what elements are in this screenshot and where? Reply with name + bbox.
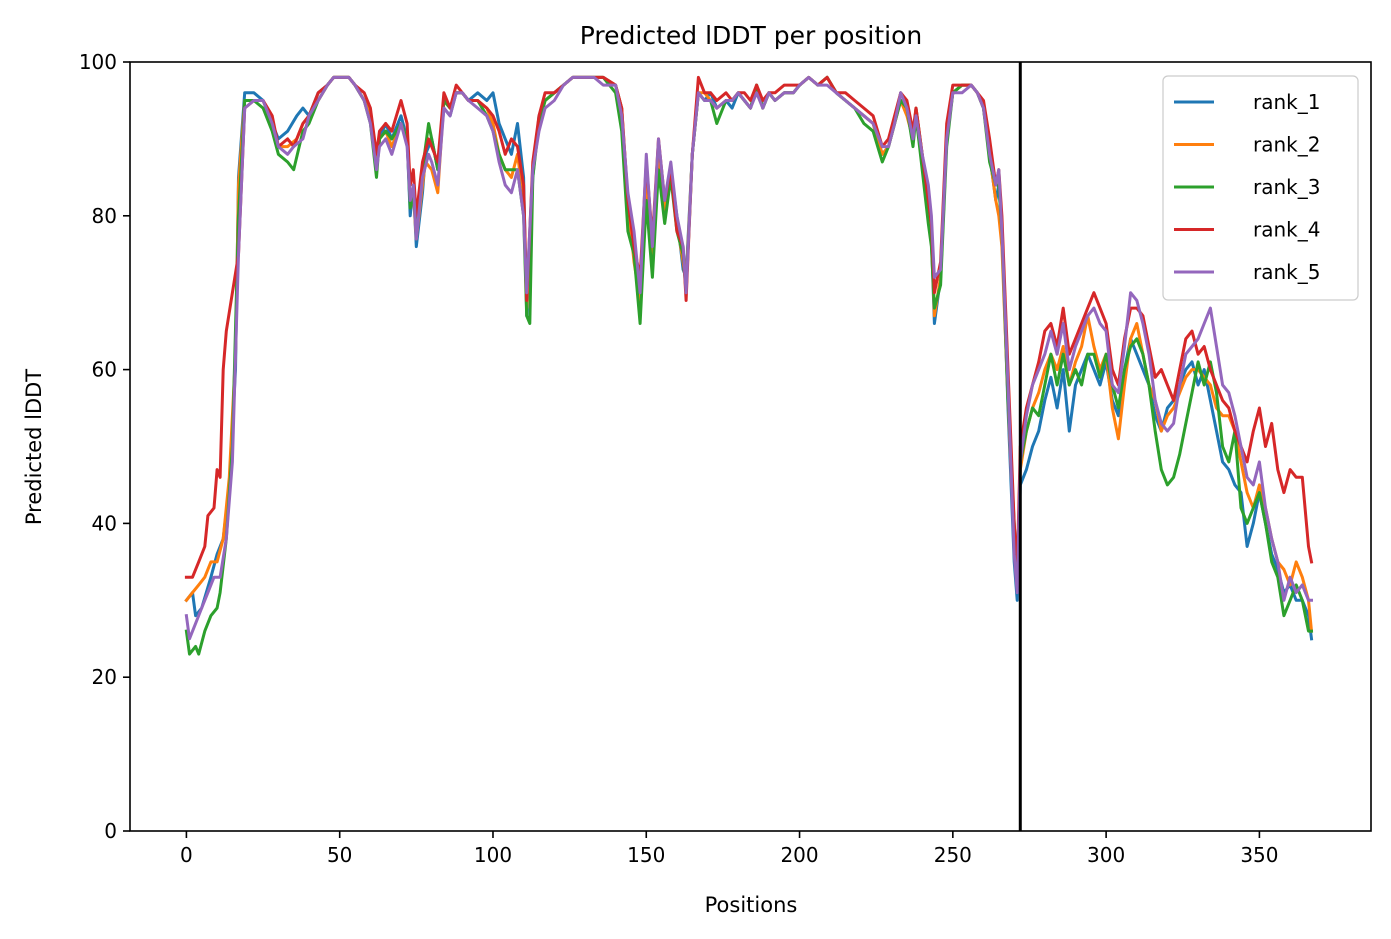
- x-axis-ticks: 0 50 100 150 200 250 300 350: [180, 831, 1279, 867]
- y-tick-label: 20: [92, 665, 117, 689]
- x-axis-label: Positions: [705, 893, 798, 917]
- x-tick-label: 150: [627, 843, 665, 867]
- y-tick-label: 60: [92, 358, 117, 382]
- series-lines: [184, 75, 1314, 656]
- x-tick-label: 0: [180, 843, 193, 867]
- legend-label-rank-5: rank_5: [1253, 260, 1320, 284]
- legend-frame: [1162, 75, 1359, 301]
- x-tick-label: 300: [1087, 843, 1125, 867]
- series-line-rank-4: [184, 75, 1314, 579]
- legend-label-rank-1: rank_1: [1253, 90, 1320, 114]
- x-tick-label: 250: [934, 843, 972, 867]
- x-tick-label: 350: [1240, 843, 1278, 867]
- x-tick-label: 200: [780, 843, 818, 867]
- y-tick-label: 100: [79, 50, 117, 74]
- y-tick-label: 40: [92, 511, 117, 535]
- chart-title: Predicted lDDT per position: [580, 21, 922, 50]
- x-tick-label: 50: [327, 843, 352, 867]
- y-axis-ticks: 0 20 40 60 80 100: [79, 50, 130, 843]
- x-tick-label: 100: [474, 843, 512, 867]
- legend-label-rank-3: rank_3: [1253, 175, 1320, 199]
- legend: rank_1 rank_2 rank_3 rank_4 rank_5: [1162, 75, 1359, 301]
- series-line-rank-5: [184, 75, 1313, 641]
- y-tick-label: 0: [104, 819, 117, 843]
- legend-label-rank-2: rank_2: [1253, 133, 1320, 157]
- y-tick-label: 80: [92, 204, 117, 228]
- legend-label-rank-4: rank_4: [1253, 218, 1320, 242]
- plot-frame: [129, 61, 1372, 832]
- y-axis-label: Predicted lDDT: [22, 369, 46, 525]
